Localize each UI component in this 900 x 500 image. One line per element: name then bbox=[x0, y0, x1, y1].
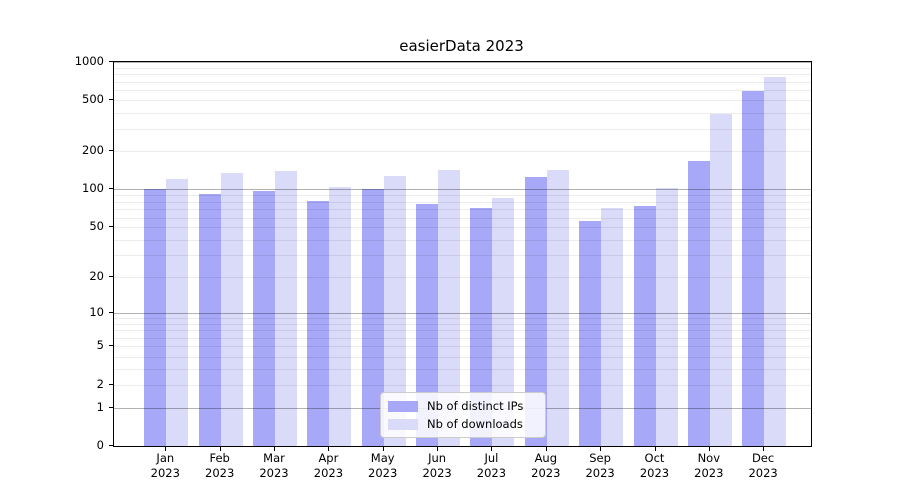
bar-jun-downloads bbox=[438, 170, 461, 446]
y-tick-label-100: 100 bbox=[82, 181, 104, 196]
bar-feb-distinct-ips bbox=[198, 194, 221, 446]
y-tick-mark-20 bbox=[109, 275, 114, 277]
bar-apr-distinct-ips bbox=[307, 201, 330, 446]
bar-jul-distinct-ips bbox=[470, 207, 493, 446]
legend-swatch-downloads bbox=[388, 418, 418, 430]
y-tick-label-20: 20 bbox=[89, 268, 104, 283]
y-tick-mark-1 bbox=[109, 406, 114, 408]
bar-nov-distinct-ips bbox=[687, 160, 710, 446]
x-tick-mark-mar bbox=[274, 446, 275, 451]
x-tick-label-mar: Mar 2023 bbox=[259, 451, 289, 480]
y-tick-label-2: 2 bbox=[96, 376, 104, 391]
x-tick-label-sep: Sep 2023 bbox=[585, 451, 615, 480]
x-tick-mark-may bbox=[382, 446, 384, 451]
x-tick-mark-jul bbox=[491, 446, 493, 451]
plot-area: Nb of distinct IPs Nb of downloads bbox=[113, 61, 812, 447]
bar-jun-distinct-ips bbox=[416, 203, 439, 446]
y-tick-label-1: 1 bbox=[96, 399, 104, 414]
legend: Nb of distinct IPs Nb of downloads bbox=[380, 392, 546, 438]
y-tick-label-10: 10 bbox=[89, 304, 104, 319]
bar-oct-downloads bbox=[655, 187, 678, 446]
y-tick-mark-2 bbox=[109, 383, 114, 385]
gridline-minor-800 bbox=[114, 74, 811, 76]
x-tick-mark-sep bbox=[600, 446, 602, 451]
y-tick-label-500: 500 bbox=[82, 92, 104, 107]
y-tick-label-50: 50 bbox=[89, 219, 104, 234]
chart-title: easierData 2023 bbox=[399, 37, 524, 55]
x-tick-mark-nov bbox=[708, 446, 710, 451]
y-tick-mark-5 bbox=[109, 345, 114, 347]
y-tick-mark-50 bbox=[109, 226, 114, 228]
x-tick-mark-apr bbox=[328, 446, 330, 451]
legend-item-downloads: Nb of downloads bbox=[388, 416, 536, 432]
y-tick-label-0: 0 bbox=[96, 438, 104, 452]
x-tick-mark-dec bbox=[763, 446, 765, 451]
x-tick-label-aug: Aug 2023 bbox=[531, 451, 561, 480]
y-tick-label-200: 200 bbox=[82, 143, 104, 158]
legend-swatch-distinct-ips bbox=[388, 400, 418, 412]
y-tick-mark-200 bbox=[109, 150, 114, 152]
y-tick-label-1000: 1000 bbox=[74, 54, 104, 68]
gridline-minor-300 bbox=[114, 128, 811, 130]
x-tick-label-jul: Jul 2023 bbox=[476, 451, 507, 480]
bar-dec-distinct-ips bbox=[742, 91, 765, 446]
legend-item-distinct-ips: Nb of distinct IPs bbox=[388, 398, 536, 414]
x-tick-mark-jun bbox=[437, 446, 439, 451]
bar-sep-distinct-ips bbox=[579, 221, 602, 446]
gridline-minor-200 bbox=[114, 151, 811, 153]
gridline-minor-600 bbox=[114, 90, 811, 92]
y-tick-mark-10 bbox=[109, 311, 114, 313]
gridline-major-1000 bbox=[114, 62, 811, 63]
bar-feb-downloads bbox=[220, 172, 243, 446]
bar-aug-distinct-ips bbox=[524, 176, 547, 446]
gridline-minor-700 bbox=[114, 81, 811, 83]
x-tick-mark-aug bbox=[545, 446, 547, 451]
x-tick-label-jan: Jan 2023 bbox=[150, 451, 180, 480]
bar-oct-distinct-ips bbox=[633, 206, 656, 446]
bar-aug-downloads bbox=[546, 169, 569, 446]
x-tick-label-jun: Jun 2023 bbox=[422, 451, 452, 480]
y-tick-mark-1000 bbox=[109, 61, 114, 62]
x-tick-label-dec: Dec 2023 bbox=[748, 451, 778, 480]
x-tick-label-apr: Apr 2023 bbox=[313, 451, 344, 480]
y-tick-mark-100 bbox=[109, 188, 114, 190]
bar-dec-downloads bbox=[764, 77, 787, 446]
bar-mar-distinct-ips bbox=[253, 190, 275, 446]
gridline-minor-900 bbox=[114, 67, 811, 69]
gridline-minor-400 bbox=[114, 112, 811, 114]
bar-jan-distinct-ips bbox=[144, 189, 167, 446]
bar-may-distinct-ips bbox=[361, 189, 384, 446]
y-tick-mark-0 bbox=[109, 445, 114, 446]
x-tick-mark-jan bbox=[165, 446, 167, 451]
x-tick-label-oct: Oct 2023 bbox=[639, 451, 670, 480]
bar-apr-downloads bbox=[329, 187, 352, 446]
x-tick-label-feb: Feb 2023 bbox=[205, 451, 235, 480]
bar-nov-downloads bbox=[709, 113, 732, 446]
y-tick-mark-500 bbox=[109, 99, 114, 101]
legend-label-downloads: Nb of downloads bbox=[427, 417, 523, 431]
bar-mar-downloads bbox=[275, 170, 297, 446]
legend-label-distinct-ips: Nb of distinct IPs bbox=[427, 399, 524, 413]
y-tick-label-5: 5 bbox=[96, 338, 104, 353]
bar-jan-downloads bbox=[166, 178, 189, 446]
x-tick-label-nov: Nov 2023 bbox=[694, 451, 724, 480]
x-tick-mark-oct bbox=[654, 446, 656, 451]
bar-may-downloads bbox=[383, 175, 406, 446]
bar-sep-downloads bbox=[601, 208, 624, 446]
x-tick-mark-feb bbox=[219, 446, 221, 451]
bar-jul-downloads bbox=[492, 197, 515, 446]
gridline-minor-500 bbox=[114, 100, 811, 102]
x-tick-label-may: May 2023 bbox=[368, 451, 398, 480]
